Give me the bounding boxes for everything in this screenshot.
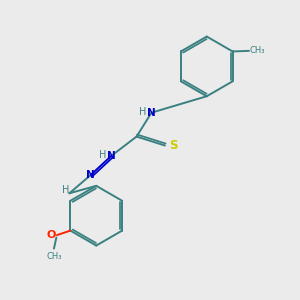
Text: S: S (169, 139, 177, 152)
Text: N: N (86, 170, 95, 180)
Text: N: N (107, 151, 116, 161)
Text: H: H (140, 107, 147, 117)
Text: O: O (47, 230, 56, 240)
Text: CH₃: CH₃ (46, 252, 62, 261)
Text: H: H (98, 150, 106, 161)
Text: H: H (62, 185, 70, 195)
Text: N: N (147, 108, 156, 118)
Text: CH₃: CH₃ (250, 46, 266, 56)
